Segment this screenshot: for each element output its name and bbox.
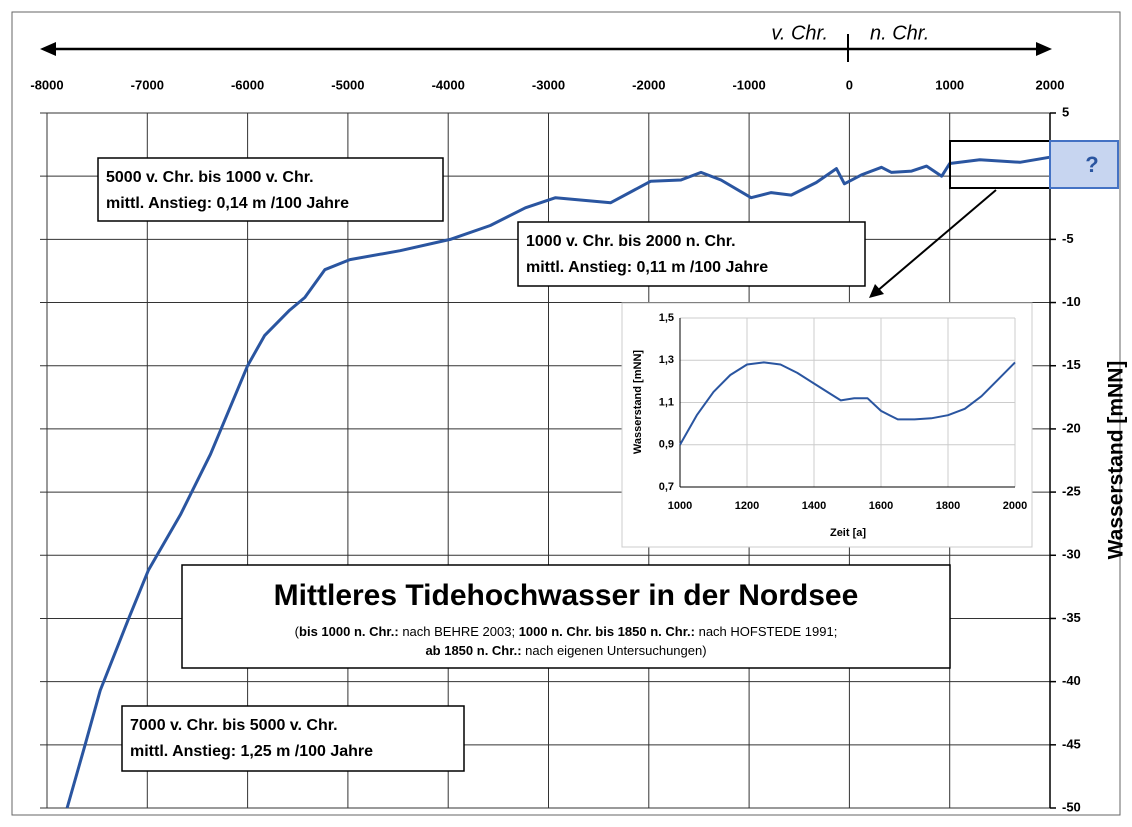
x-tick-label: 1000 — [935, 77, 964, 92]
era-label: n. Chr. — [870, 22, 929, 44]
y-tick-label: -15 — [1062, 357, 1081, 372]
annotation-box — [97, 157, 444, 222]
subtitle-part: nach eigenen Untersuchungen) — [522, 643, 707, 658]
y-axis-label: Wasserstand [mNN] — [632, 350, 644, 454]
title-box — [181, 564, 951, 669]
era-label: v. Chr. — [771, 22, 828, 44]
x-tick-label: 2000 — [1003, 500, 1027, 512]
data-line — [679, 361, 1016, 446]
x-tick-label: 1200 — [735, 500, 759, 512]
chart-title: Mittleres Tidehochwasser in der Nordsee — [274, 579, 859, 612]
y-tick-label: -35 — [1062, 610, 1081, 625]
x-tick-label: -6000 — [231, 77, 264, 92]
y-tick-label: -45 — [1062, 736, 1081, 751]
annotation-box — [517, 221, 866, 287]
y-tick-label: -50 — [1062, 799, 1081, 814]
y-axis-label: Wasserstand [mNN] — [1105, 361, 1128, 560]
y-tick-label: -25 — [1062, 484, 1081, 499]
y-tick-label: -30 — [1062, 547, 1081, 562]
y-tick-label: 5 — [1062, 104, 1069, 119]
y-tick-label: 0,9 — [659, 439, 674, 451]
subtitle-part: ( — [295, 624, 300, 639]
y-tick-label: -5 — [1062, 231, 1074, 246]
x-tick-label: -1000 — [732, 77, 765, 92]
arrow-head — [869, 284, 884, 298]
y-tick-label: 1,5 — [659, 312, 674, 324]
x-axis-label: Zeit [a] — [830, 527, 866, 539]
subtitle: ab 1850 n. Chr.: nach eigenen Untersuchu… — [425, 643, 706, 658]
x-tick-label: 2000 — [1036, 77, 1065, 92]
arrow-head — [1036, 42, 1052, 56]
y-tick-label: -40 — [1062, 673, 1081, 688]
x-tick-label: -7000 — [131, 77, 164, 92]
inset-chart: 1000 1200 1400 1600 1800 2000 0,7 0,9 1,1 1,3 1,5 Z… — [632, 312, 1027, 539]
x-tick-label: 0 — [846, 77, 853, 92]
annotation-text: 5000 v. Chr. bis 1000 v. Chr. — [106, 169, 314, 186]
y-tick-label: 1,1 — [659, 396, 674, 408]
x-tick-label: -2000 — [632, 77, 665, 92]
x-tick-label: 1000 — [668, 500, 692, 512]
annotation-text: 1000 v. Chr. bis 2000 n. Chr. — [526, 233, 736, 250]
subtitle-part: ab 1850 n. Chr.: — [425, 643, 521, 658]
subtitle-part: nach HOFSTEDE 1991; — [695, 624, 837, 639]
annotation-text: mittl. Anstieg: 0,14 m /100 Jahre — [106, 195, 349, 212]
unknown-label: ? — [1085, 152, 1098, 177]
subtitle-part: bis 1000 n. Chr.: — [299, 624, 399, 639]
annotation-text: 7000 v. Chr. bis 5000 v. Chr. — [130, 717, 338, 734]
y-tick-label: 0,7 — [659, 481, 674, 493]
x-tick-label: 1400 — [802, 500, 826, 512]
x-tick-label: -4000 — [432, 77, 465, 92]
annotation-box — [121, 705, 465, 772]
annotation-text: mittl. Anstieg: 0,11 m /100 Jahre — [526, 259, 768, 276]
y-tick-label: 1,3 — [659, 354, 674, 366]
y-tick-label: -10 — [1062, 294, 1081, 309]
x-tick-label: -3000 — [532, 77, 565, 92]
subtitle-part: 1000 n. Chr. bis 1850 n. Chr.: — [519, 624, 695, 639]
annotation-text: mittl. Anstieg: 1,25 m /100 Jahre — [130, 743, 373, 760]
zoom-arrow — [875, 189, 997, 293]
subtitle-part: nach BEHRE 2003; — [399, 624, 519, 639]
unknown-box — [1049, 140, 1119, 189]
x-tick-label: -5000 — [331, 77, 364, 92]
x-tick-label: 1800 — [936, 500, 960, 512]
data-line — [65, 155, 1051, 809]
main-chart: -8000 -7000 -6000 -5000 -4000 -3000 -2000 -1000… — [30, 77, 1080, 814]
overlay: v. Chr. n. Chr. Wasserstand [mNN]? 5000 v. … — [40, 22, 1128, 772]
y-tick-label: -20 — [1062, 420, 1081, 435]
x-tick-label: 1600 — [869, 500, 893, 512]
subtitle: (bis 1000 n. Chr.: nach BEHRE 2003; 1000… — [295, 624, 838, 639]
x-tick-label: -8000 — [30, 77, 63, 92]
arrow-head — [40, 42, 56, 56]
